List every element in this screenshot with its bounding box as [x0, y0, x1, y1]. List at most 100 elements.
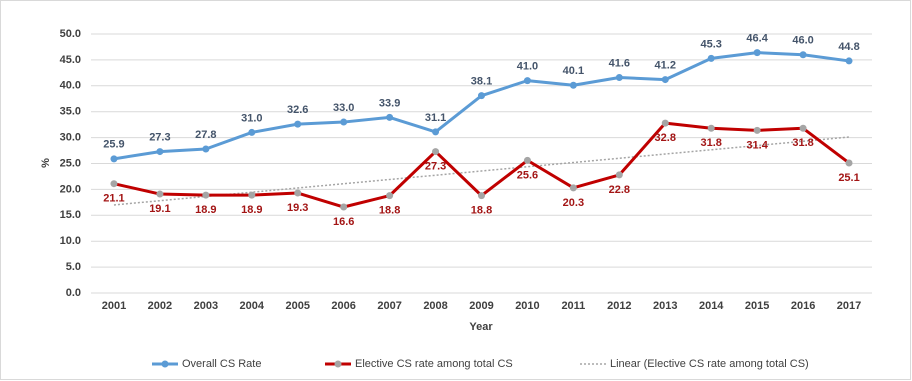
data-label: 31.4 [746, 139, 768, 151]
point [845, 159, 853, 167]
point [615, 171, 623, 179]
data-label: 18.9 [195, 204, 216, 216]
y-tick-label: 10.0 [60, 235, 81, 247]
x-tick-label: 2010 [515, 300, 539, 312]
x-tick-label: 2011 [561, 300, 585, 312]
point [340, 203, 348, 211]
data-label: 25.1 [838, 172, 859, 184]
y-tick-label: 45.0 [60, 54, 81, 66]
data-label: 46.4 [746, 33, 768, 45]
point [340, 118, 348, 126]
point [386, 113, 394, 121]
data-label: 38.1 [471, 76, 492, 88]
data-label: 22.8 [609, 184, 630, 196]
point [707, 124, 715, 132]
point [478, 92, 485, 100]
data-label: 44.8 [838, 41, 859, 53]
data-label: 31.8 [792, 137, 813, 149]
point [661, 119, 669, 127]
y-tick-label: 20.0 [60, 183, 81, 195]
data-label: 41.0 [517, 61, 538, 73]
point [753, 126, 761, 134]
data-label: 18.8 [379, 205, 400, 217]
data-label: 31.1 [425, 112, 446, 124]
y-axis-label: % [40, 158, 52, 168]
x-tick-label: 2008 [423, 300, 447, 312]
data-label: 40.1 [563, 65, 584, 77]
point [661, 76, 669, 84]
trendline [113, 136, 850, 206]
data-label: 41.6 [609, 57, 630, 69]
point [523, 156, 531, 164]
point [156, 190, 164, 198]
point [845, 57, 853, 65]
point [294, 189, 302, 197]
data-label: 16.6 [333, 216, 354, 228]
x-tick-label: 2012 [607, 300, 631, 312]
data-label: 32.8 [655, 132, 676, 144]
data-label: 27.3 [149, 131, 170, 143]
point [202, 191, 210, 199]
x-tick-label: 2014 [699, 300, 724, 312]
point [294, 120, 302, 128]
x-tick-label: 2004 [240, 300, 265, 312]
point [110, 155, 118, 163]
point [156, 148, 164, 156]
point [202, 145, 210, 153]
x-axis-label: Year [469, 321, 493, 333]
y-tick-label: 50.0 [60, 28, 81, 40]
y-tick-label: 40.0 [60, 80, 81, 92]
x-tick-label: 2017 [837, 300, 861, 312]
x-tick-label: 2002 [148, 300, 172, 312]
y-tick-label: 30.0 [60, 132, 81, 144]
point [248, 128, 256, 136]
point [248, 191, 256, 199]
y-tick-label: 25.0 [60, 157, 81, 169]
y-tick-label: 0.0 [66, 287, 81, 299]
y-tick-label: 35.0 [60, 106, 81, 118]
point [615, 74, 623, 82]
data-label: 31.8 [700, 137, 721, 149]
point [110, 180, 118, 188]
x-tick-label: 2005 [285, 300, 309, 312]
data-label: 19.1 [149, 203, 170, 215]
legend-marker [334, 360, 342, 368]
point [432, 128, 440, 136]
x-tick-label: 2007 [377, 300, 401, 312]
point [707, 54, 715, 62]
point [386, 192, 394, 200]
point [478, 192, 485, 200]
point [569, 184, 577, 192]
data-label: 25.9 [103, 139, 124, 151]
legend-label: Overall CS Rate [182, 358, 261, 370]
x-tick-label: 2003 [194, 300, 218, 312]
data-label: 25.6 [517, 169, 538, 181]
data-label: 18.8 [471, 205, 492, 217]
legend-label: Linear (Elective CS rate among total CS) [610, 358, 809, 370]
data-label: 31.0 [241, 112, 262, 124]
y-tick-label: 15.0 [60, 209, 81, 221]
data-label: 33.9 [379, 97, 400, 109]
data-label: 46.0 [792, 35, 813, 47]
data-label: 33.0 [333, 102, 354, 114]
y-tick-label: 5.0 [66, 261, 81, 273]
point [569, 81, 577, 89]
data-label: 27.3 [425, 160, 446, 172]
data-label: 18.9 [241, 204, 262, 216]
point [432, 148, 440, 156]
legend-label: Elective CS rate among total CS [355, 358, 513, 370]
point [799, 124, 807, 132]
point [523, 77, 531, 85]
data-label: 27.8 [195, 129, 216, 141]
x-tick-label: 2016 [791, 300, 815, 312]
point [753, 49, 761, 57]
data-label: 19.3 [287, 202, 308, 214]
data-label: 45.3 [700, 38, 721, 50]
x-tick-label: 2009 [469, 300, 493, 312]
point [799, 51, 807, 59]
data-label: 21.1 [103, 193, 124, 205]
legend-marker [161, 360, 169, 368]
x-tick-label: 2015 [745, 300, 769, 312]
